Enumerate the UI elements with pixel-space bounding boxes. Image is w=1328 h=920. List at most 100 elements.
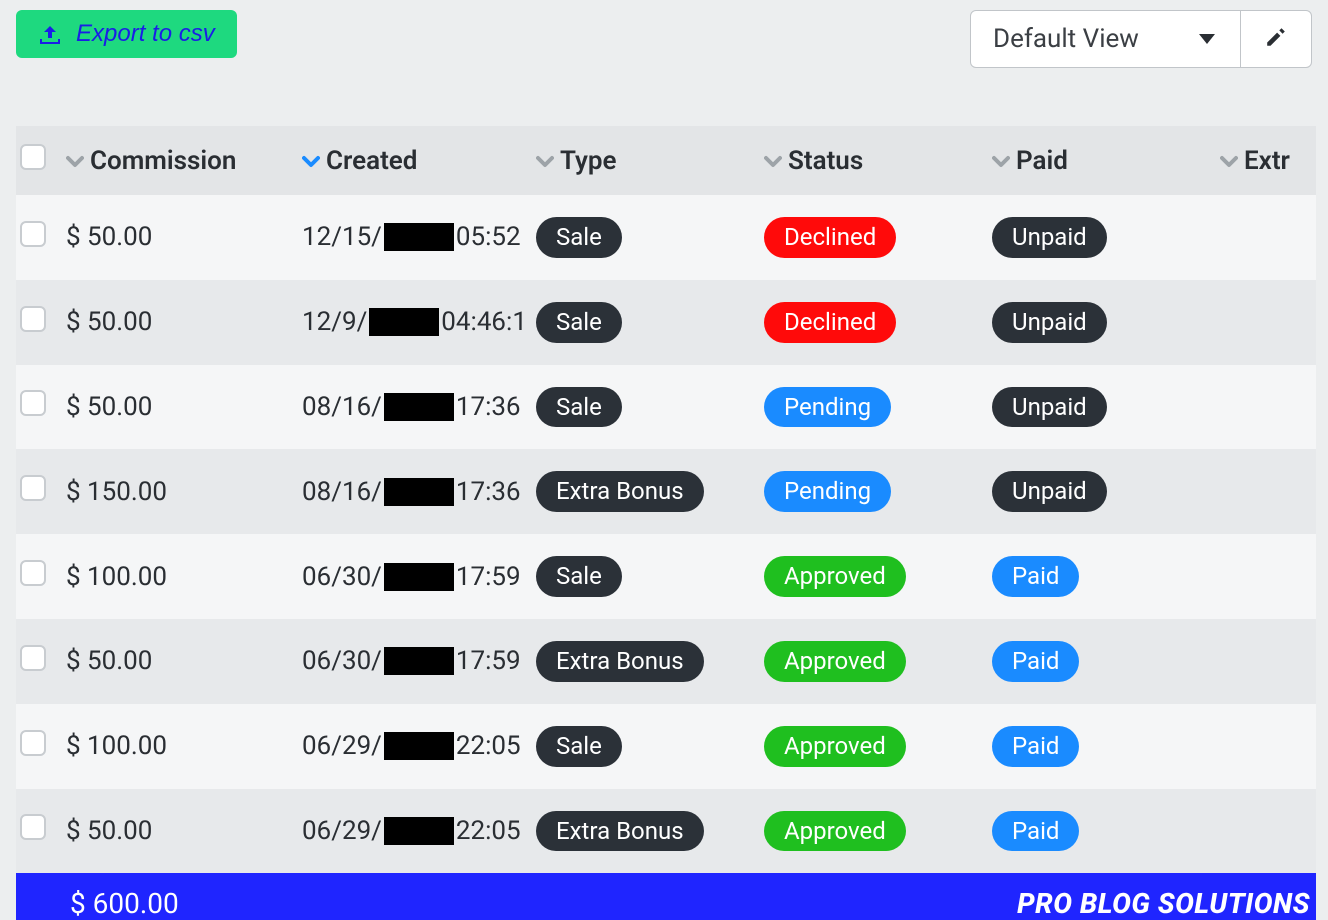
cell-paid: Paid: [988, 619, 1216, 704]
paid-pill: Unpaid: [992, 302, 1107, 343]
column-header-status[interactable]: Status: [760, 126, 988, 195]
cell-extras: [1216, 619, 1316, 704]
cell-commission: $ 50.00: [62, 619, 298, 704]
sort-chevron-icon: [302, 154, 320, 168]
table-row: $ 50.0012/9/04:46:1SaleDeclined Unpaid: [16, 280, 1316, 365]
column-header-extras[interactable]: Extr: [1216, 126, 1316, 195]
toolbar: Export to csv Default View: [16, 10, 1312, 68]
footer-brand: PRO BLOG SOLUTIONS: [298, 873, 1316, 920]
sort-chevron-icon: [764, 154, 782, 168]
table-row: $ 50.0006/29/ 22:05Extra BonusApprovedPa…: [16, 789, 1316, 874]
row-checkbox[interactable]: [20, 475, 46, 501]
cell-commission: $ 100.00: [62, 534, 298, 619]
cell-paid: Unpaid: [988, 280, 1216, 365]
sort-chevron-icon: [992, 154, 1010, 168]
paid-pill: Paid: [992, 641, 1079, 682]
column-label: Paid: [1016, 146, 1068, 176]
paid-pill: Paid: [992, 811, 1079, 852]
column-header-created[interactable]: Created: [298, 126, 532, 195]
row-checkbox[interactable]: [20, 560, 46, 586]
table-row: $ 50.0012/15/05:52Sale Declined Unpaid: [16, 195, 1316, 280]
paid-pill: Unpaid: [992, 471, 1107, 512]
export-csv-label: Export to csv: [76, 20, 215, 48]
commissions-table: Commission Created Type Status Paid Extr $ 50…: [16, 126, 1316, 920]
cell-commission: $ 50.00: [62, 365, 298, 450]
status-pill: Approved: [764, 641, 906, 682]
cell-extras: [1216, 704, 1316, 789]
column-label: Status: [788, 146, 863, 176]
cell-created: 06/30/ 17:59: [298, 619, 532, 704]
cell-commission: $ 50.00: [62, 280, 298, 365]
status-pill: Declined: [764, 217, 896, 258]
footer-total: $ 600.00: [62, 873, 298, 920]
cell-commission: $ 50.00: [62, 789, 298, 874]
row-checkbox[interactable]: [20, 221, 46, 247]
row-checkbox[interactable]: [20, 730, 46, 756]
redacted-year: [384, 223, 454, 251]
view-selector-group: Default View: [970, 10, 1312, 68]
cell-status: Pending: [760, 449, 988, 534]
column-header-commission[interactable]: Commission: [62, 126, 298, 195]
export-csv-button[interactable]: Export to csv: [16, 10, 237, 58]
row-checkbox[interactable]: [20, 390, 46, 416]
cell-status: Declined: [760, 195, 988, 280]
cell-paid: Paid: [988, 534, 1216, 619]
redacted-year: [384, 393, 454, 421]
status-pill: Approved: [764, 556, 906, 597]
cell-created: 06/30/ 17:59: [298, 534, 532, 619]
row-checkbox[interactable]: [20, 814, 46, 840]
status-pill: Pending: [764, 471, 891, 512]
paid-pill: Paid: [992, 556, 1079, 597]
cell-created: 08/16/ 17:36: [298, 365, 532, 450]
sort-chevron-icon: [66, 154, 84, 168]
status-pill: Declined: [764, 302, 896, 343]
type-pill: Sale: [536, 217, 622, 258]
column-header-paid[interactable]: Paid: [988, 126, 1216, 195]
cell-status: Pending: [760, 365, 988, 450]
column-label: Created: [326, 146, 417, 176]
column-label: Commission: [90, 146, 236, 176]
cell-paid: Paid: [988, 789, 1216, 874]
table-row: $ 50.0008/16/ 17:36SalePendingUnpaid: [16, 365, 1316, 450]
cell-extras: [1216, 449, 1316, 534]
cell-paid: Unpaid: [988, 195, 1216, 280]
view-select[interactable]: Default View: [971, 11, 1241, 67]
sort-chevron-icon: [536, 154, 554, 168]
cell-status: Approved: [760, 789, 988, 874]
cell-created: 12/9/04:46:1: [298, 280, 532, 365]
cell-extras: [1216, 365, 1316, 450]
cell-extras: [1216, 195, 1316, 280]
redacted-year: [384, 647, 454, 675]
pencil-icon: [1265, 26, 1287, 52]
view-select-value: Default View: [993, 24, 1139, 54]
table-row: $ 150.0008/16/ 17:36Extra Bonus Pending Un…: [16, 449, 1316, 534]
cell-created: 06/29/ 22:05: [298, 704, 532, 789]
table-row: $ 50.0006/30/ 17:59Extra BonusApprovedPa…: [16, 619, 1316, 704]
upload-icon: [38, 24, 62, 44]
type-pill: Extra Bonus: [536, 471, 704, 512]
cell-type: Extra Bonus: [532, 449, 760, 534]
cell-status: Approved: [760, 619, 988, 704]
table-row: $ 100.0006/30/ 17:59SaleApproved Paid: [16, 534, 1316, 619]
cell-type: Sale: [532, 195, 760, 280]
caret-down-icon: [1199, 34, 1215, 44]
row-checkbox[interactable]: [20, 306, 46, 332]
status-pill: Pending: [764, 387, 891, 428]
cell-created: 08/16/ 17:36: [298, 449, 532, 534]
type-pill: Sale: [536, 387, 622, 428]
cell-commission: $ 50.00: [62, 195, 298, 280]
sort-chevron-icon: [1220, 154, 1238, 168]
cell-type: Sale: [532, 534, 760, 619]
cell-paid: Unpaid: [988, 449, 1216, 534]
cell-type: Sale: [532, 280, 760, 365]
redacted-year: [384, 732, 454, 760]
type-pill: Sale: [536, 726, 622, 767]
column-header-type[interactable]: Type: [532, 126, 760, 195]
select-all-checkbox[interactable]: [20, 144, 46, 170]
cell-commission: $ 150.00: [62, 449, 298, 534]
column-label: Type: [560, 146, 617, 176]
column-label: Extr: [1244, 146, 1290, 176]
cell-created: 12/15/05:52: [298, 195, 532, 280]
row-checkbox[interactable]: [20, 645, 46, 671]
edit-view-button[interactable]: [1241, 11, 1311, 67]
